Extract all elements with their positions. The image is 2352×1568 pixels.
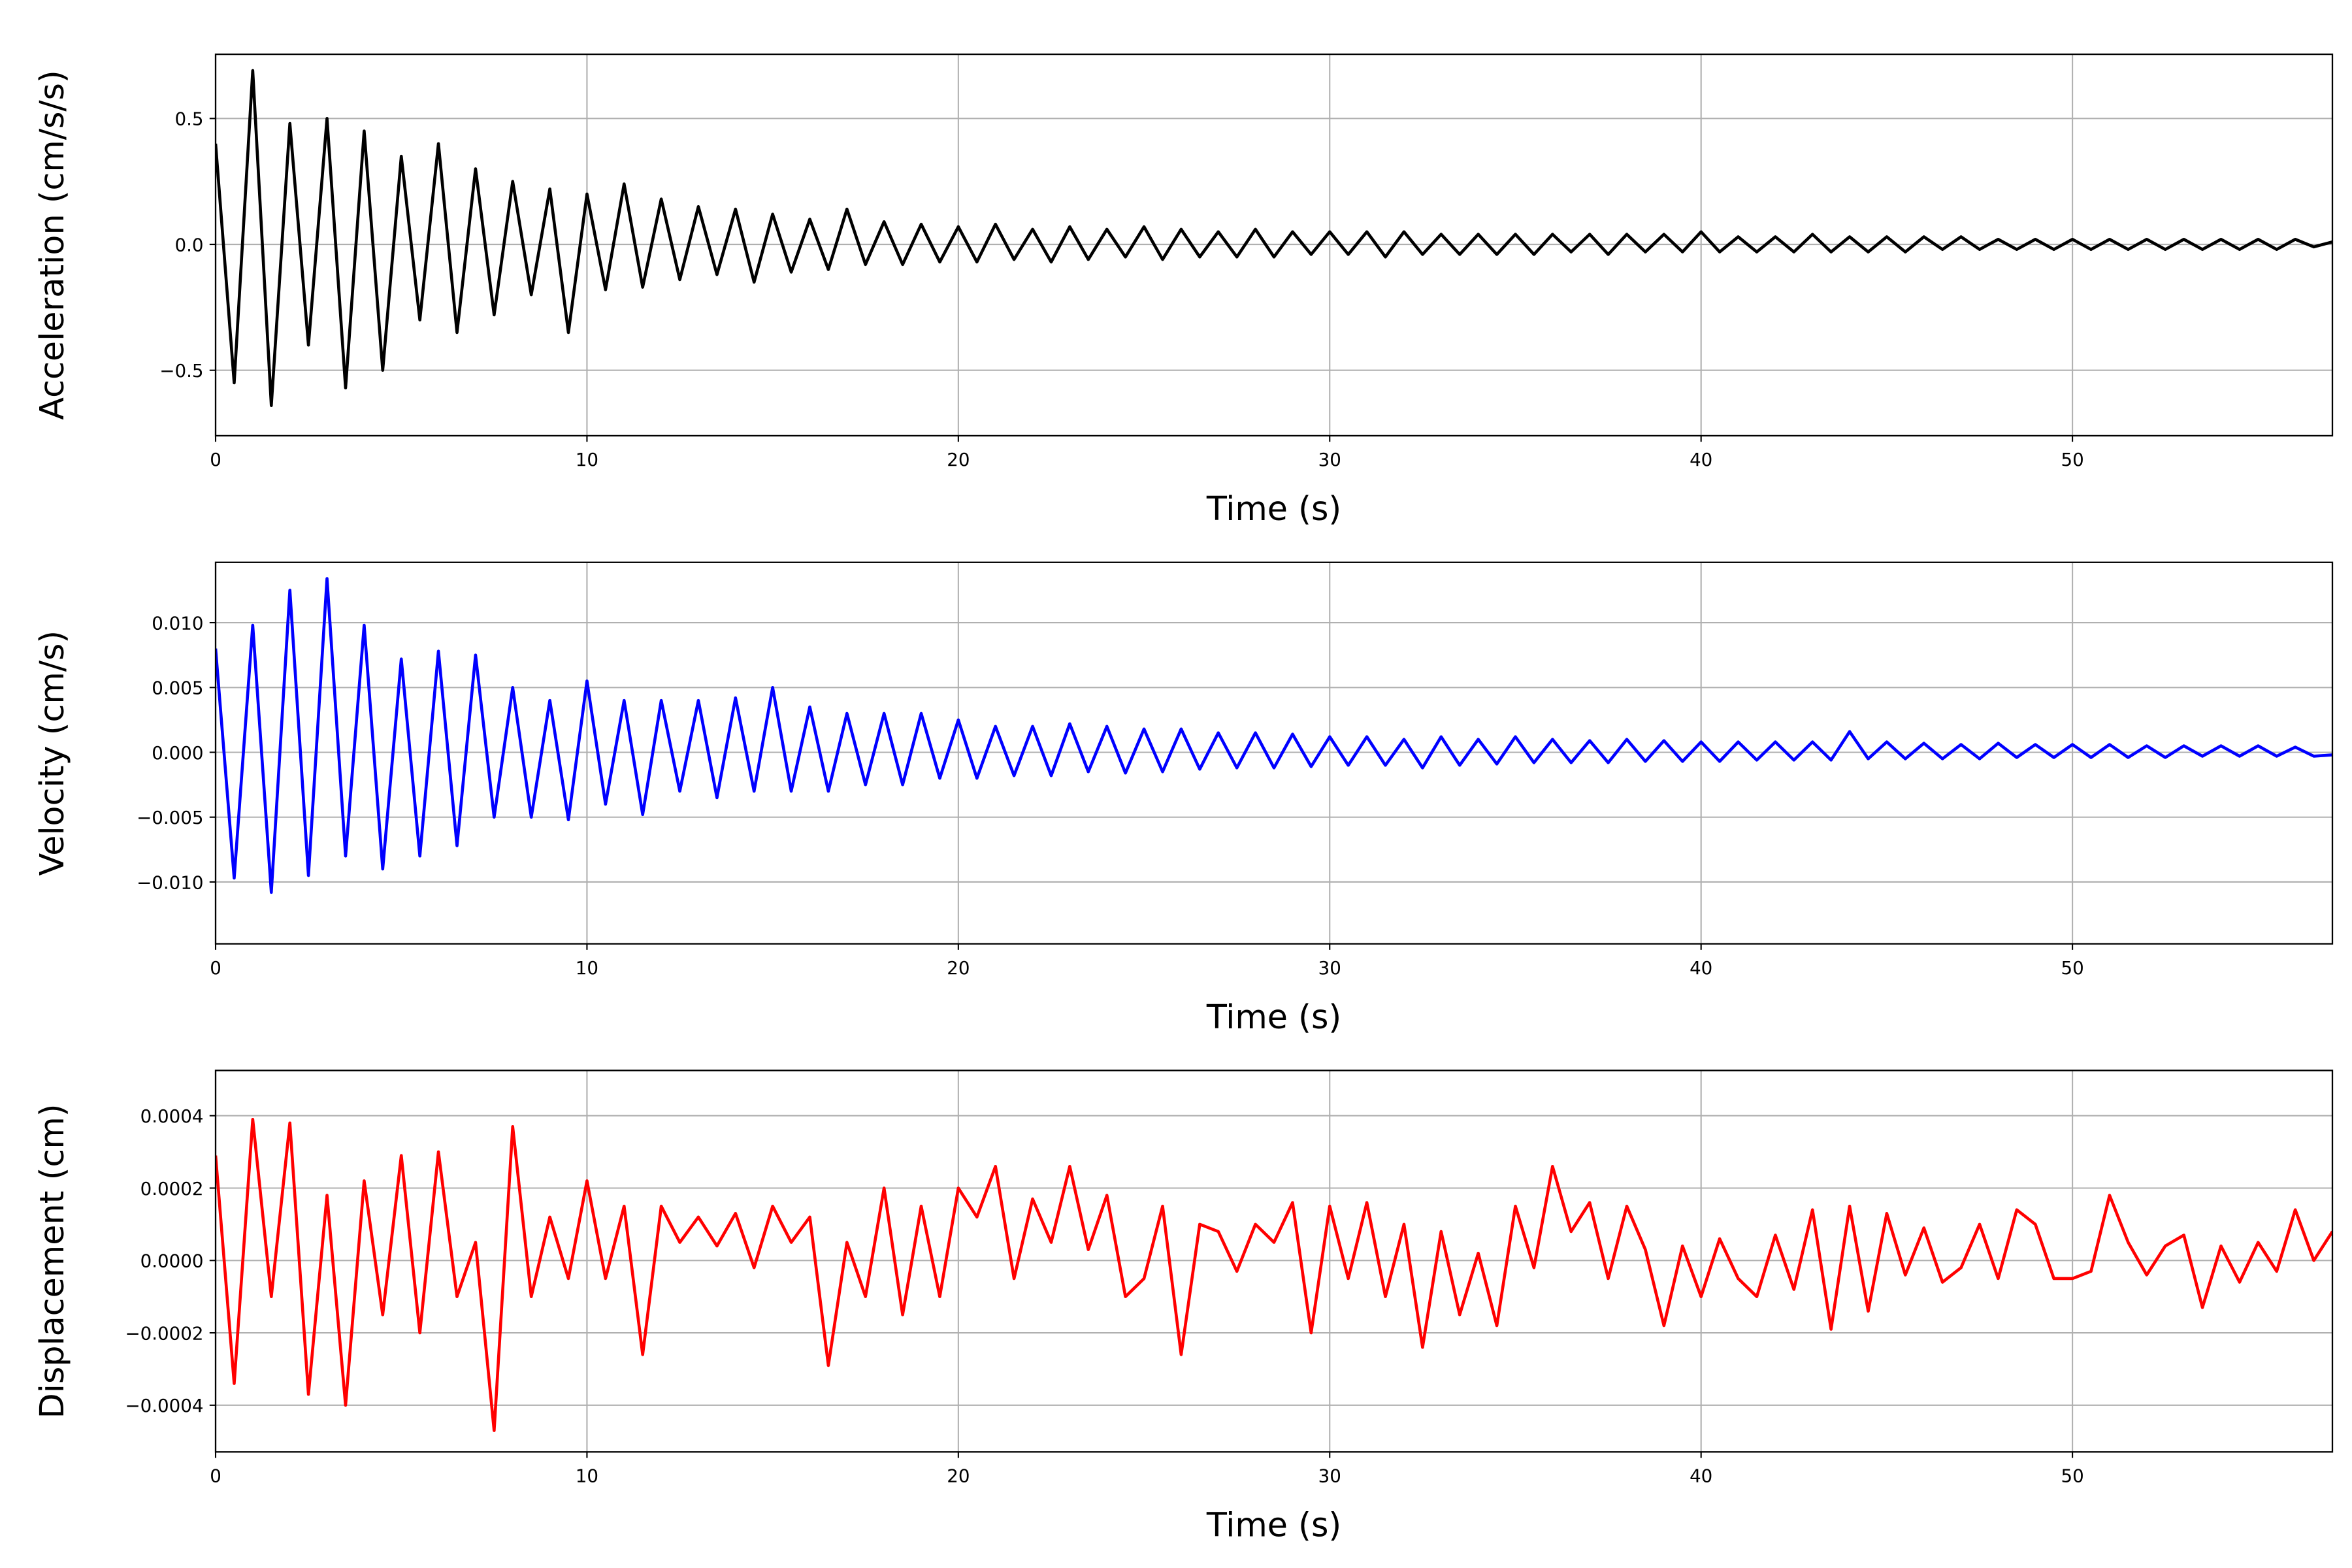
- x-tick-label: 10: [576, 957, 598, 979]
- x-tick-label: 20: [947, 449, 970, 470]
- y-tick-label: −0.0004: [125, 1395, 203, 1416]
- x-tick-label: 50: [2061, 957, 2083, 979]
- displacement-subplot: 0 10 20 30 40 50 −0.0004 −0.0002 0.0000 0.0002 0.0…: [33, 1070, 2334, 1544]
- y-tick-label: 0.0: [174, 234, 203, 255]
- y-tick-label: −0.0002: [125, 1322, 203, 1344]
- y-tick-label: −0.5: [159, 360, 203, 382]
- x-tick-label: 30: [1318, 1465, 1341, 1486]
- x-tick-label: 10: [576, 449, 598, 470]
- y-tick-label: 0.005: [152, 678, 203, 699]
- x-axis-label: Time (s): [1206, 489, 1341, 528]
- y-tick-label: −0.010: [137, 872, 203, 893]
- x-tick-label: 0: [210, 957, 221, 979]
- x-tick-label: 20: [947, 1465, 970, 1486]
- x-tick-label: 20: [947, 957, 970, 979]
- y-tick-label: 0.0002: [140, 1178, 204, 1200]
- y-axis-label: Acceleration (cm/s/s): [33, 70, 71, 420]
- x-tick-label: 10: [576, 1465, 598, 1486]
- x-tick-label: 0: [210, 1465, 221, 1486]
- x-axis-label: Time (s): [1206, 998, 1341, 1036]
- x-tick-label: 50: [2061, 449, 2083, 470]
- velocity-series-line: [215, 577, 2332, 894]
- y-tick-label: 0.5: [174, 108, 203, 130]
- x-tick-label: 40: [1690, 1465, 1712, 1486]
- x-tick-label: 40: [1690, 449, 1712, 470]
- velocity-subplot: 0 10 20 30 40 50 −0.010 −0.005 0.000 0.005 0.010 Ti…: [33, 561, 2334, 1036]
- y-tick-label: 0.010: [152, 612, 203, 634]
- y-axis-label: Velocity (cm/s): [33, 630, 71, 876]
- y-tick-label: 0.000: [152, 742, 203, 764]
- axes-frame: [214, 53, 2334, 437]
- y-axis-label: Displacement (cm): [33, 1103, 71, 1418]
- y-tick-label: 0.0000: [140, 1250, 204, 1272]
- y-tick-label: 0.0004: [140, 1105, 204, 1127]
- x-tick-label: 0: [210, 449, 221, 470]
- displacement-series-line: [215, 1117, 2332, 1432]
- x-tick-label: 30: [1318, 449, 1341, 470]
- x-tick-label: 40: [1690, 957, 1712, 979]
- axes-frame: [214, 561, 2334, 945]
- acceleration-subplot: 0 10 20 30 40 50 −0.5 0.0 0.5 Time (s) Acceleratio…: [33, 53, 2334, 528]
- y-tick-label: −0.005: [137, 807, 203, 828]
- x-axis-label: Time (s): [1206, 1506, 1341, 1544]
- acceleration-series-line: [215, 69, 2332, 407]
- x-tick-label: 30: [1318, 957, 1341, 979]
- x-tick-label: 50: [2061, 1465, 2083, 1486]
- axes-frame: [214, 1070, 2334, 1453]
